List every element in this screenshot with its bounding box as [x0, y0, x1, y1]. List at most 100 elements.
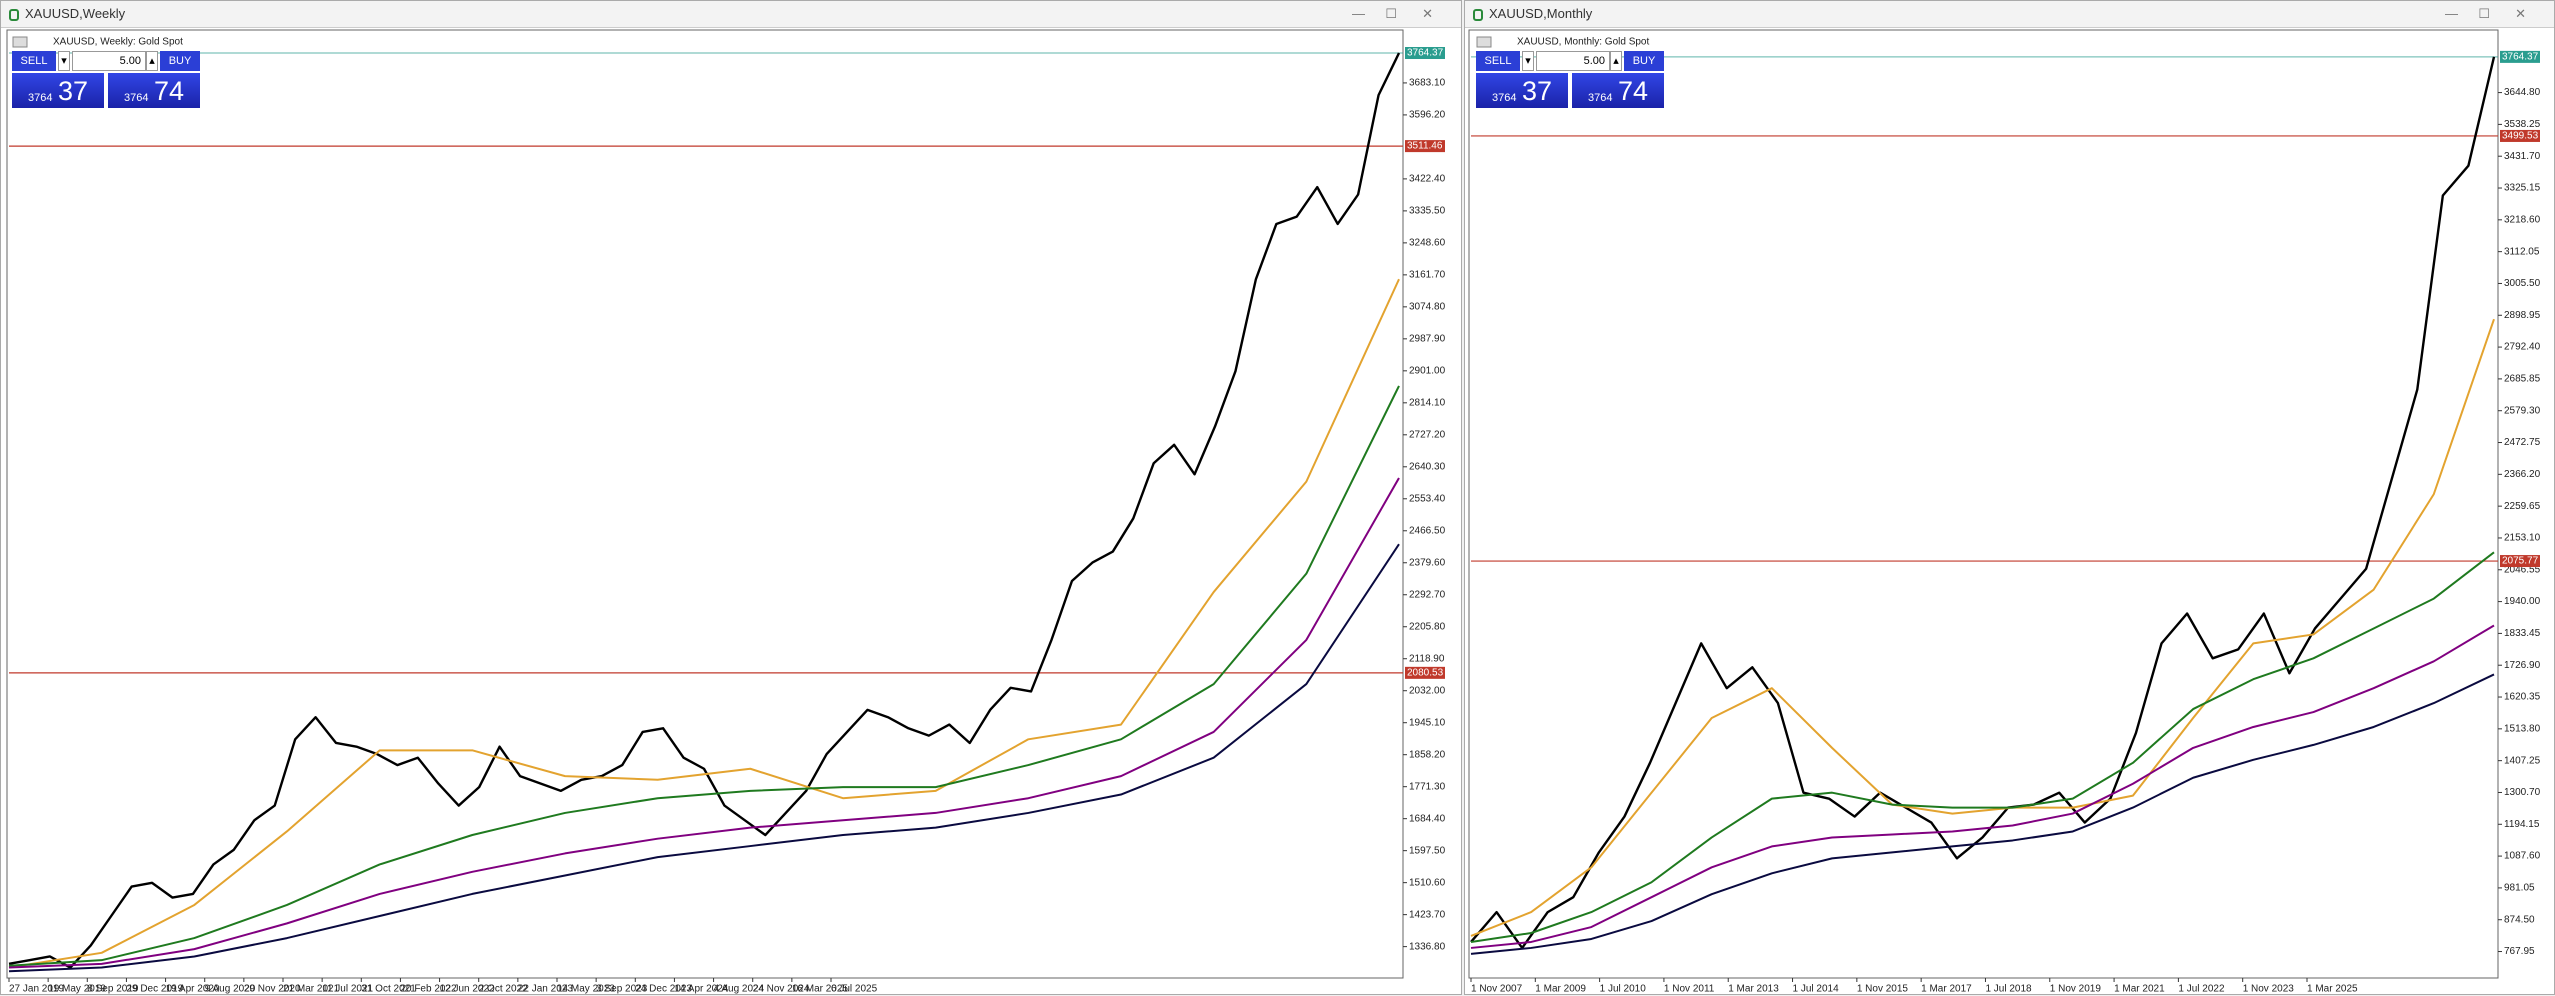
window-title: XAUUSD,Monthly: [1489, 6, 1593, 21]
plot-frame: [1468, 29, 2499, 979]
x-tick-label: 20 Feb 2022: [400, 984, 457, 995]
chart: XAUUSD, Weekly: Gold Spot 3683.10 3596.20 3…: [6, 29, 1446, 995]
y-tick-label: 1087.60: [2504, 851, 2541, 862]
min-button[interactable]: —: [2445, 6, 2458, 21]
y-tick-label: 2205.80: [1409, 621, 1446, 632]
window-title: XAUUSD,Weekly: [25, 6, 126, 21]
x-tick-label: 16 Mar 2025: [792, 984, 849, 995]
lot-up[interactable]: ▴: [1610, 51, 1622, 71]
x-tick-label: 4 Aug 2024: [714, 984, 765, 995]
price-tag: [2500, 50, 2540, 63]
y-tick-label: 1407.25: [2504, 755, 2541, 766]
lot-down[interactable]: ▾: [1522, 51, 1534, 71]
lot-field[interactable]: 5.00: [1536, 51, 1610, 71]
x-tick-label: 1 Mar 2009: [1535, 984, 1586, 995]
y-tick-label: 1336.80: [1409, 941, 1446, 952]
sell-quote-small: 37: [1522, 76, 1553, 106]
buy-button[interactable]: BUY: [160, 51, 200, 71]
price-tag-label: 3511.46: [1407, 141, 1443, 152]
x-tick-label: 24 Nov 2024: [753, 984, 810, 995]
moving-average: [1470, 673, 2495, 955]
y-tick-label: 1620.35: [2504, 692, 2541, 703]
y-tick-label: 1597.50: [1409, 845, 1446, 856]
sell-quote[interactable]: 3764 37: [12, 73, 104, 108]
y-tick-label: 1833.45: [2504, 628, 2541, 639]
y-tick-label: 2292.70: [1409, 589, 1446, 600]
label-icon: [1476, 36, 1492, 48]
x-tick-label: 1 Nov 2011: [1664, 984, 1715, 995]
price-tag-label: 2080.53: [1407, 667, 1444, 678]
price-tag-label: 3764.37: [2502, 52, 2539, 63]
y-tick-label: 2792.40: [2504, 342, 2541, 353]
x-tick-label: 31 Oct 2021: [361, 984, 416, 995]
lot-up[interactable]: ▴: [146, 51, 158, 71]
buy-quote[interactable]: 3764 74: [108, 73, 200, 108]
price-tag-label: 2075.77: [2502, 556, 2539, 567]
price-tag: [1405, 140, 1445, 153]
price-tag: [1405, 666, 1445, 679]
max-button[interactable]: ☐: [1385, 6, 1397, 21]
trade-panel: SELL ▾ 5.00 ▴ BUY 3764 37 3764 74: [1476, 51, 1664, 108]
price-tag: [1405, 47, 1445, 60]
y-tick-label: 1510.60: [1409, 877, 1446, 888]
max-button[interactable]: ☐: [2478, 6, 2490, 21]
sell-button[interactable]: SELL: [1476, 51, 1520, 71]
y-tick-label: 3325.15: [2504, 183, 2541, 194]
close-button[interactable]: ✕: [2515, 6, 2526, 21]
x-tick-label: 2 Oct 2022: [479, 984, 528, 995]
sell-quote[interactable]: 3764 37: [1476, 73, 1568, 108]
x-tick-label: 1 Nov 2019: [2050, 984, 2102, 995]
sell-quote-big: 3764: [1492, 92, 1517, 104]
buy-quote[interactable]: 3764 74: [1572, 73, 1664, 108]
sell-button[interactable]: SELL: [12, 51, 56, 71]
x-tick-label: 29 Dec 2019: [126, 984, 183, 995]
y-tick-label: 981.05: [2504, 883, 2535, 894]
y-tick-label: 2901.00: [1409, 365, 1446, 376]
y-tick-label: 3074.80: [1409, 301, 1446, 312]
buy-button[interactable]: BUY: [1624, 51, 1664, 71]
x-tick-label: 1 Nov 2023: [2243, 984, 2295, 995]
chart-label: XAUUSD, Monthly: Gold Spot: [1517, 37, 1649, 48]
y-tick-label: 3644.80: [2504, 87, 2541, 98]
min-button[interactable]: —: [1352, 6, 1365, 21]
window-icon: [9, 8, 19, 21]
y-tick-label: 3538.25: [2504, 119, 2541, 130]
y-tick-label: 3161.70: [1409, 269, 1446, 280]
moving-average: [8, 278, 1400, 969]
close-button[interactable]: ✕: [1422, 6, 1433, 21]
x-tick-label: 24 Dec 2023: [635, 984, 692, 995]
y-tick-label: 3248.60: [1409, 238, 1446, 249]
x-tick-label: 19 May 2019: [48, 984, 106, 995]
y-tick-label: 1858.20: [1409, 749, 1446, 760]
price-line-series: [8, 52, 1401, 969]
moving-average: [1470, 624, 2495, 949]
y-tick-label: 3431.70: [2504, 151, 2541, 162]
y-tick-label: 1194.15: [2504, 819, 2540, 830]
moving-average: [8, 543, 1400, 973]
y-tick-label: 874.50: [2504, 914, 2535, 925]
x-tick-label: 1 Jul 2022: [2178, 984, 2225, 995]
x-tick-label: 1 Jul 2010: [1600, 984, 1647, 995]
y-tick-label: 2987.90: [1409, 333, 1446, 344]
y-tick-label: 3335.50: [1409, 206, 1446, 217]
x-tick-label: 1 Mar 2013: [1728, 984, 1779, 995]
y-tick-label: 2046.55: [2504, 564, 2541, 575]
sell-quote-small: 37: [58, 76, 89, 106]
buy-quote-big: 3764: [1588, 92, 1613, 104]
y-tick-label: 2898.95: [2504, 310, 2541, 321]
y-tick-label: 2814.10: [1409, 397, 1446, 408]
y-tick-label: 3005.50: [2504, 278, 2541, 289]
chart-window: XAUUSD,Weekly — ☐ ✕ XAUUSD, Weekly: Gold Spo…: [0, 0, 1462, 995]
x-tick-label: 1 Jul 2018: [1985, 984, 2032, 995]
x-tick-label: 1 Jul 2014: [1793, 984, 1840, 995]
chart: XAUUSD, Monthly: Gold Spot 3644.80 3538.25…: [1468, 29, 2541, 995]
buy-quote-small: 74: [1618, 76, 1649, 106]
y-tick-label: 3596.20: [1409, 110, 1446, 121]
x-tick-label: 14 May 2023: [557, 984, 615, 995]
x-tick-label: 27 Jan 2019: [9, 984, 64, 995]
moving-average: [1470, 551, 2495, 943]
lot-down[interactable]: ▾: [58, 51, 70, 71]
lot-field[interactable]: 5.00: [72, 51, 146, 71]
y-tick-label: 1940.00: [2504, 596, 2541, 607]
y-tick-label: 2727.20: [1409, 429, 1446, 440]
